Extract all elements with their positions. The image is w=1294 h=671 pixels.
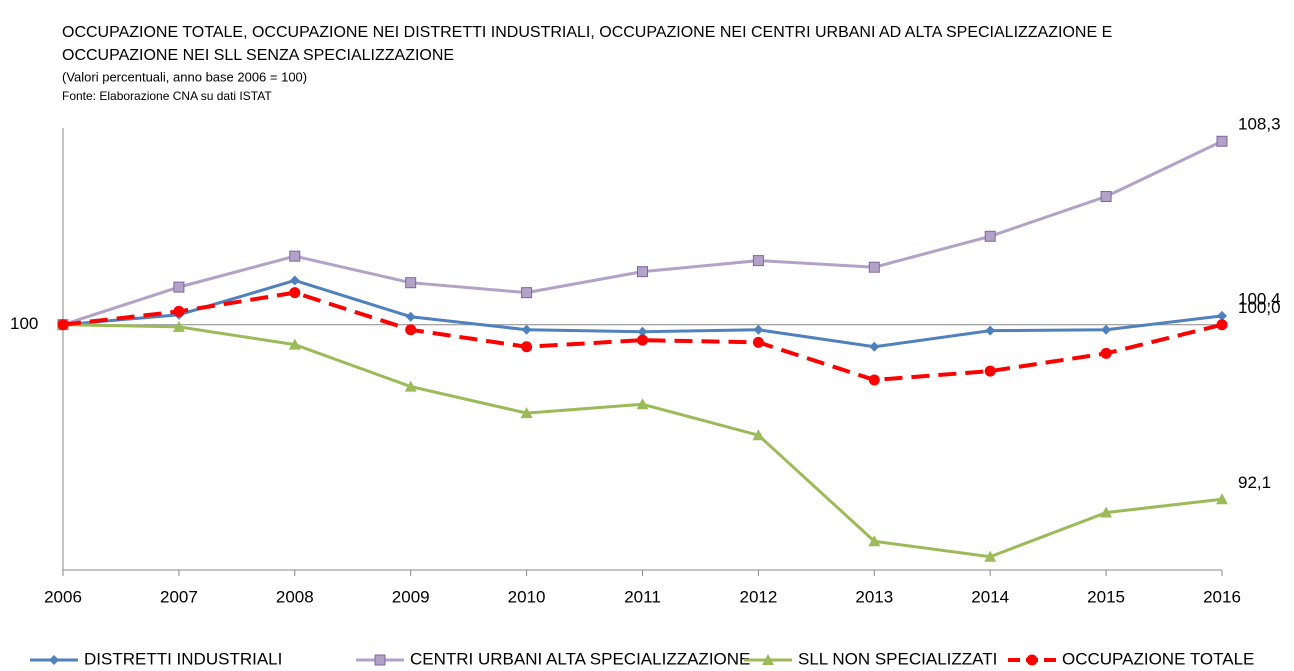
x-tick-label: 2015 <box>1087 587 1125 606</box>
marker <box>57 319 69 331</box>
legend-marker <box>762 654 774 665</box>
chart-subtitle: (Valori percentuali, anno base 2006 = 10… <box>62 69 307 84</box>
chart-title-line: OCCUPAZIONE NEI SLL SENZA SPECIALIZZAZIO… <box>62 47 454 64</box>
marker <box>984 550 997 562</box>
marker <box>868 261 880 273</box>
x-tick-label: 2006 <box>44 587 82 606</box>
marker <box>289 250 301 262</box>
x-tick-label: 2012 <box>739 587 777 606</box>
marker <box>405 311 416 322</box>
marker <box>984 365 996 377</box>
x-tick-label: 2010 <box>508 587 546 606</box>
marker <box>637 266 648 278</box>
marker <box>405 277 417 289</box>
marker <box>521 324 532 335</box>
marker <box>521 341 533 353</box>
marker <box>1217 310 1227 321</box>
chart-source: Fonte: Elaborazione CNA su dati ISTAT <box>62 89 272 103</box>
x-tick-label: 2011 <box>624 587 661 606</box>
marker <box>289 287 301 299</box>
marker <box>869 341 880 352</box>
marker <box>1216 319 1228 331</box>
x-tick-label: 2013 <box>855 587 893 606</box>
marker <box>1100 347 1112 359</box>
x-tick-label: 2009 <box>392 587 430 606</box>
y-tick-label: 100 <box>10 314 38 333</box>
marker <box>1216 493 1228 505</box>
x-tick-label: 2008 <box>276 587 314 606</box>
legend-marker <box>1026 654 1038 666</box>
marker <box>289 275 300 286</box>
marker <box>752 429 765 441</box>
x-tick-label: 2016 <box>1203 587 1241 606</box>
data-label: 92,1 <box>1238 473 1271 492</box>
marker <box>753 324 764 335</box>
marker <box>752 255 764 267</box>
legend-label: SLL NON SPECIALIZZATI <box>798 649 997 668</box>
marker <box>404 380 417 392</box>
marker <box>288 338 301 350</box>
series-line <box>62 290 1223 382</box>
marker <box>752 336 764 348</box>
x-tick-label: 2014 <box>971 587 1009 606</box>
marker <box>985 325 996 336</box>
legend-label: DISTRETTI INDUSTRIALI <box>84 649 282 668</box>
marker <box>172 320 185 332</box>
marker <box>521 287 533 299</box>
series-line <box>62 323 1223 559</box>
legend-marker <box>49 655 59 665</box>
marker <box>173 281 185 293</box>
marker <box>1216 135 1228 147</box>
legend-label: OCCUPAZIONE TOTALE <box>1062 649 1254 668</box>
marker <box>405 324 417 336</box>
legend-marker <box>374 654 386 666</box>
marker <box>1101 324 1112 335</box>
chart-title-line: OCCUPAZIONE TOTALE, OCCUPAZIONE NEI DIST… <box>62 24 1112 41</box>
marker <box>637 326 648 337</box>
marker <box>1100 191 1112 203</box>
marker <box>637 334 648 346</box>
data-label: 100,0 <box>1238 298 1281 317</box>
x-tick-label: 2007 <box>160 587 198 606</box>
marker <box>636 398 649 410</box>
marker <box>868 374 880 386</box>
marker <box>1100 506 1113 518</box>
data-label: 100,4 <box>1238 289 1281 308</box>
legend-label: CENTRI URBANI ALTA SPECIALIZZAZIONE <box>410 649 750 668</box>
data-label: 108,3 <box>1238 115 1281 134</box>
marker <box>173 305 185 317</box>
marker <box>984 230 996 242</box>
marker <box>868 535 881 547</box>
marker <box>520 407 533 419</box>
